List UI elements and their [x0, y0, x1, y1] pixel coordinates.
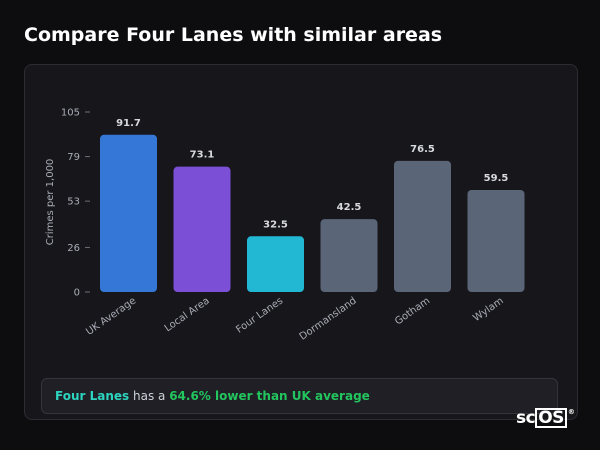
summary-difference: 64.6% lower than UK average — [169, 389, 370, 403]
bar-chart: Crimes per 1,000 0 26 53 79 105 91.7 UK Average… — [45, 108, 525, 343]
bar-gotham — [394, 160, 451, 292]
x-tick-label: Local Area — [163, 295, 212, 334]
data-label: 73.1 — [190, 150, 215, 161]
summary-banner: Four Lanes has a 64.6% lower than UK ave… — [41, 378, 558, 414]
bar-dormansland — [320, 219, 378, 292]
y-axis-label: Crimes per 1,000 — [45, 159, 56, 246]
data-label: 76.5 — [410, 144, 435, 155]
x-tick-label: Dormansland — [298, 295, 359, 342]
y-tick-label: 105 — [61, 108, 80, 119]
data-label: 59.5 — [484, 173, 509, 184]
data-label: 91.7 — [116, 118, 141, 129]
bar-wylam — [467, 190, 525, 292]
y-tick-label: 79 — [67, 152, 80, 163]
y-tick-label: 0 — [74, 288, 80, 299]
registered-mark: ® — [567, 408, 575, 416]
bar-four-lanes — [247, 236, 304, 292]
summary-text: has a — [129, 389, 170, 403]
data-label: 42.5 — [337, 202, 362, 213]
brand-logo: sc OS ® — [516, 408, 575, 428]
summary-place: Four Lanes — [55, 389, 130, 403]
chart-card: Crimes per 1,000 0 26 53 79 105 91.7 UK Average… — [24, 64, 578, 420]
logo-text-box: OS — [535, 408, 567, 428]
data-label: 32.5 — [263, 219, 288, 230]
page-title: Compare Four Lanes with similar areas — [24, 24, 443, 46]
x-tick-label: Gotham — [393, 295, 432, 327]
y-tick-label: 26 — [67, 243, 80, 254]
bar-local-area — [173, 166, 231, 292]
x-tick-label: Four Lanes — [234, 295, 285, 335]
x-tick-label: Wylam — [471, 295, 505, 324]
bar-uk-average — [100, 134, 157, 292]
logo-text-prefix: sc — [516, 408, 536, 428]
y-tick-label: 53 — [67, 197, 80, 208]
x-tick-label: UK Average — [84, 295, 138, 337]
